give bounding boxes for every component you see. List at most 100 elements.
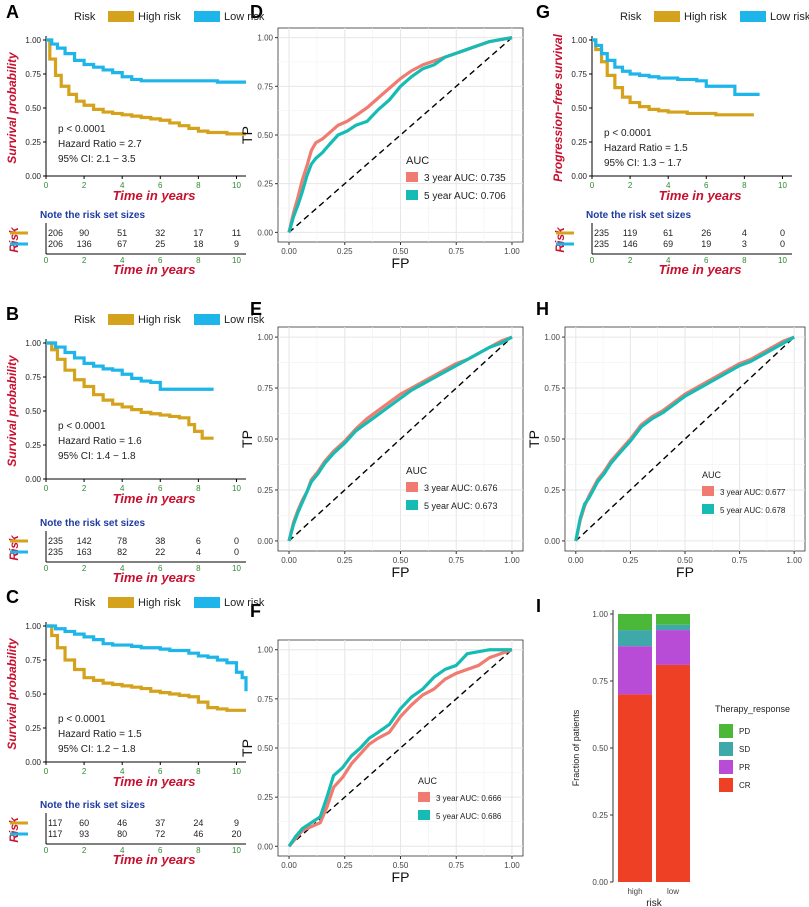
- risk-table-x-tick-label: 2: [82, 846, 87, 855]
- panel-letter-b: B: [6, 304, 19, 324]
- x-tick-label: 6: [704, 181, 709, 190]
- roc-panel-h: 0.00 0.25 0.50 0.75 1.00 0.00 0.25 0.50 0.75 1.00…: [526, 326, 806, 580]
- x-tick-label: 8: [196, 767, 201, 776]
- y-axis-label: Progression−free survival: [551, 33, 565, 181]
- risk-table-cell: 18: [193, 239, 203, 249]
- risk-table-label: Risk: [7, 816, 21, 843]
- y-tick-label: 0.25: [257, 180, 273, 189]
- x-tick-label: 4: [120, 767, 125, 776]
- legend-title: Risk: [74, 597, 96, 609]
- legend-title: Risk: [74, 314, 96, 326]
- risk-table-cell: 119: [623, 228, 637, 238]
- legend-label: 3 year AUC: 0.676: [424, 483, 498, 493]
- x-tick-label: 0.50: [393, 247, 409, 256]
- x-axis-label: Time in years: [113, 188, 196, 203]
- y-tick-label: 0.50: [257, 744, 273, 753]
- risk-table-cell: 20: [231, 829, 241, 839]
- legend-label: 5 year AUC: 0.673: [424, 501, 498, 511]
- y-tick-label: 0.00: [257, 228, 273, 237]
- legend-label: 3 year AUC: 0.677: [720, 488, 786, 497]
- risk-table-x-tick-label: 6: [704, 256, 709, 265]
- roc-curve-5-year: [574, 335, 795, 542]
- km-curve-high: [46, 341, 214, 440]
- y-tick-label: 0.50: [25, 407, 41, 416]
- risk-table-x-tick-label: 2: [628, 256, 633, 265]
- y-tick-label: 0.00: [25, 758, 41, 767]
- y-tick-label: 1.00: [25, 622, 41, 631]
- panel-letter-h: H: [536, 299, 549, 319]
- y-tick-label: 0.50: [571, 104, 587, 113]
- risk-table-cell: 78: [117, 536, 127, 546]
- risk-table-cell: 206: [48, 228, 63, 238]
- km-curve-high: [46, 624, 246, 712]
- y-tick-label: 0.50: [25, 690, 41, 699]
- risk-table-cell: 4: [196, 547, 201, 557]
- risk-table-cell: 0: [234, 547, 239, 557]
- km-annotation: 95% CI: 1.3 − 1.7: [604, 158, 682, 169]
- risk-table-cell: 163: [77, 547, 92, 557]
- roc-curve-3-year: [287, 648, 513, 848]
- roc-panel-d: 0.00 0.25 0.50 0.75 1.00 0.00 0.25 0.50 0.75 1.00…: [239, 27, 524, 271]
- risk-table-cell: 67: [117, 239, 127, 249]
- roc-curve-5-year: [287, 36, 513, 233]
- panel-letter-i: I: [536, 596, 541, 616]
- panel-letter-f: F: [250, 601, 261, 621]
- legend-swatch: [702, 486, 714, 496]
- risk-table-cell: 80: [117, 829, 127, 839]
- y-tick-label: 0.75: [257, 695, 273, 704]
- legend-title: AUC: [406, 466, 427, 477]
- km-panel-g: Risk High risk Low risk 0.00 0.25 0.50 0.75 1.0…: [551, 11, 809, 277]
- risk-table-label: Risk: [553, 226, 567, 253]
- risk-table-cell: 22: [155, 547, 165, 557]
- bar-segment-sd-high: [618, 630, 652, 647]
- legend-label-high: High risk: [138, 597, 181, 609]
- y-tick-label: 0.25: [25, 441, 41, 450]
- risk-table-x-tick-label: 4: [120, 256, 125, 265]
- km-curve-low: [592, 38, 760, 96]
- legend-label-high: High risk: [684, 11, 727, 23]
- legend-title: AUC: [702, 470, 722, 480]
- risk-table-cell: 17: [193, 228, 203, 238]
- km-annotation: Hazard Ratio = 1.5: [58, 729, 142, 740]
- y-axis-label: Survival probability: [5, 637, 19, 750]
- legend-swatch-low: [740, 11, 766, 22]
- risk-table-cell: 82: [117, 547, 127, 557]
- km-annotation: p < 0.0001: [58, 124, 106, 135]
- roc-curve-5-year: [287, 335, 513, 542]
- x-tick-label: 1.00: [786, 556, 802, 565]
- bar-segment-sd-low: [656, 624, 690, 631]
- legend-swatch-low: [194, 11, 220, 22]
- x-tick-label: 6: [158, 484, 163, 493]
- risk-table-cell: 4: [742, 228, 747, 238]
- risk-table-x-tick-label: 0: [44, 564, 49, 573]
- x-tick-label: 1.00: [504, 556, 520, 565]
- x-tick-label: 0.00: [281, 556, 297, 565]
- risk-table-x-tick-label: 8: [196, 846, 201, 855]
- y-axis-label: Survival probability: [5, 354, 19, 467]
- risk-table-cell: 90: [79, 228, 89, 238]
- legend-swatch-high: [108, 314, 134, 325]
- legend-label-low: Low risk: [224, 597, 265, 609]
- y-tick-label: 0.50: [592, 744, 608, 753]
- km-panel-a: Risk High risk Low risk 0.00 0.25 0.50 0.75 1.0…: [5, 11, 265, 277]
- y-axis-label: TP: [526, 430, 542, 448]
- y-tick-label: 0.00: [571, 172, 587, 181]
- y-tick-label: 0.25: [25, 138, 41, 147]
- x-axis-label: FP: [676, 564, 694, 580]
- y-tick-label: 0.00: [25, 475, 41, 484]
- risk-table-cell: 61: [663, 228, 673, 238]
- x-tick-label: 0.25: [337, 556, 353, 565]
- km-annotation: p < 0.0001: [58, 421, 106, 432]
- x-tick-label: 0.75: [732, 556, 748, 565]
- y-tick-label: 0.50: [544, 435, 560, 444]
- risk-table-x-tick-label: 8: [196, 256, 201, 265]
- risk-table-x-tick-label: 10: [778, 256, 787, 265]
- y-axis-label: TP: [239, 126, 255, 144]
- x-tick-label: 8: [196, 484, 201, 493]
- risk-table-x-tick-label: 6: [158, 564, 163, 573]
- risk-table-x-tick-label: 10: [232, 564, 241, 573]
- legend-label: PR: [739, 763, 750, 772]
- risk-table-cell: 26: [701, 228, 711, 238]
- risk-table-cell: 235: [48, 536, 63, 546]
- risk-table-title: Note the risk set sizes: [586, 210, 691, 221]
